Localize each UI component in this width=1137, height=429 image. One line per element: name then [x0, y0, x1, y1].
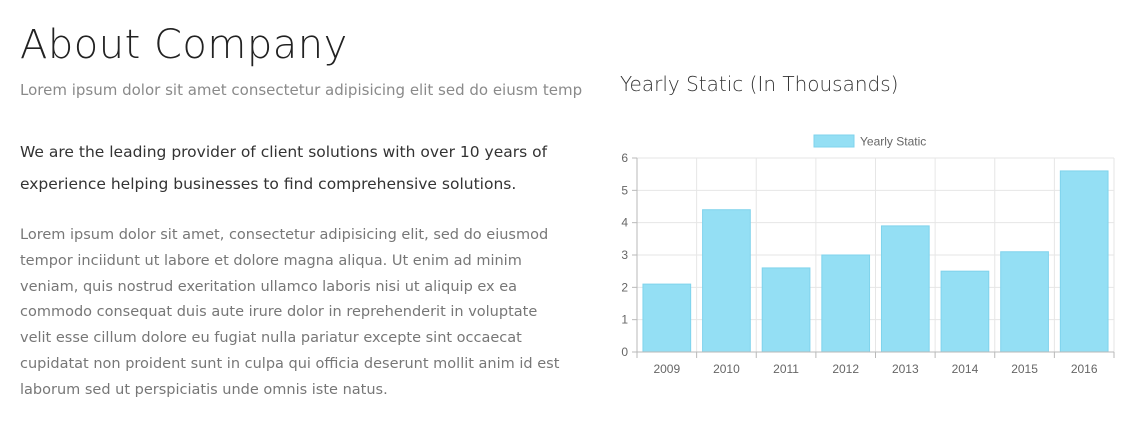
bar-2009 — [642, 283, 692, 353]
bar-2010 — [702, 209, 751, 353]
y-tick-label: 4 — [621, 216, 628, 230]
y-tick-label: 3 — [621, 248, 628, 262]
bars — [642, 170, 1109, 353]
x-tick-label: 2012 — [832, 362, 859, 376]
x-tick-label: 2013 — [892, 362, 919, 376]
x-tick-label: 2011 — [773, 362, 799, 376]
bar-2015 — [1000, 251, 1049, 353]
bar-chart: Yearly Static 0 1 2 3 4 5 6 2009 2010 2011 2012 201… — [621, 134, 1115, 376]
x-tick-label: 2009 — [653, 362, 680, 376]
bar-2014 — [940, 270, 990, 353]
y-tick-label: 2 — [621, 280, 628, 294]
legend-swatch — [813, 134, 855, 148]
lead-paragraph: We are the leading provider of client so… — [20, 143, 548, 193]
x-tick-label: 2016 — [1071, 362, 1098, 376]
y-tick-label: 1 — [621, 313, 628, 327]
y-tick-label: 0 — [621, 345, 628, 359]
axes: 0 1 2 3 4 5 6 2009 2010 2011 2012 2013 2014 2015 2016 — [621, 151, 1115, 376]
x-tick-label: 2015 — [1011, 362, 1038, 376]
legend-label: Yearly Static — [860, 135, 926, 149]
chart-title: Yearly Static (In Thousands) — [620, 72, 899, 96]
bar-2013 — [880, 225, 930, 353]
x-tick-label: 2014 — [952, 362, 979, 376]
x-tick-label: 2010 — [713, 362, 740, 376]
subtitle: Lorem ipsum dolor sit amet consectetur a… — [20, 81, 583, 99]
y-tick-label: 5 — [621, 183, 628, 197]
y-tick-label: 6 — [621, 151, 628, 165]
legend: Yearly Static — [813, 134, 926, 149]
bar-2016 — [1059, 170, 1109, 353]
bar-2012 — [821, 254, 871, 353]
page-title: About Company — [20, 22, 348, 68]
bar-2011 — [761, 267, 811, 353]
body-paragraph: Lorem ipsum dolor sit amet, consectetur … — [20, 227, 560, 398]
